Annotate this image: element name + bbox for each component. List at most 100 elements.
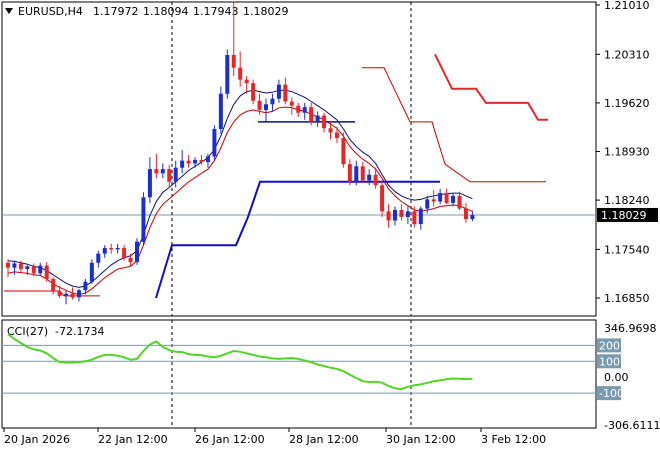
open-value: 1.17972: [93, 5, 139, 18]
candle-body: [199, 159, 204, 163]
candle-body: [264, 104, 268, 110]
candle-body: [180, 160, 185, 168]
main-pane-frame: [1, 1, 597, 317]
cci-label: CCI(27): [7, 325, 48, 338]
candle-body: [141, 197, 146, 242]
candle-body: [89, 262, 94, 282]
price-tick-label: 1.19620: [604, 97, 650, 110]
candle-body: [463, 208, 468, 220]
time-tick-label: 26 Jan 12:00: [195, 433, 265, 446]
candle-body: [109, 247, 114, 250]
candle-body: [302, 107, 307, 113]
candle-body: [38, 265, 43, 274]
cci-level-label: 200: [599, 339, 620, 352]
dropdown-triangle-icon[interactable]: [5, 8, 13, 14]
candle-body: [418, 208, 423, 225]
upper-channel-line: [434, 53, 548, 121]
cci-level-label: 0.00: [604, 371, 629, 384]
cci-axis-max: 346.9698: [604, 322, 657, 335]
candle-body: [173, 167, 178, 182]
candle-body: [128, 257, 133, 263]
candle-body: [154, 169, 159, 174]
candle-body: [135, 241, 139, 263]
candle-body: [44, 265, 49, 279]
candle-body: [412, 211, 417, 225]
candle-body: [393, 209, 397, 221]
red-moving-average: [7, 106, 473, 296]
candle-body: [328, 128, 333, 133]
price-tick-label: 1.16850: [604, 292, 650, 305]
candle-body: [238, 67, 243, 80]
candle-body: [289, 101, 294, 106]
cci-level-badge: [597, 338, 621, 353]
candle-body: [205, 156, 210, 163]
candle-body: [431, 199, 436, 202]
cci-line: [7, 333, 473, 391]
cci-level-label: 100: [599, 355, 620, 368]
candle-body: [70, 293, 75, 298]
price-tick-label: 1.18930: [604, 146, 650, 159]
candle-body: [444, 193, 449, 203]
candle-body: [315, 115, 320, 122]
candle-body: [257, 100, 262, 110]
candle-body: [457, 195, 462, 209]
price-tick-label: 1.21010: [604, 0, 650, 12]
cci-pane-frame: [1, 319, 597, 429]
candle-body: [470, 214, 475, 220]
price-tick-label: 1.17540: [604, 243, 650, 256]
candle-body: [276, 84, 281, 99]
candle-body: [360, 166, 365, 181]
candle-body: [405, 211, 410, 218]
candle-body: [96, 253, 101, 263]
candle-body: [270, 98, 275, 105]
price-tick-label: 1.18240: [604, 194, 650, 207]
candle-body: [186, 160, 191, 164]
candle-body: [283, 84, 288, 102]
price-tick-label: 1.20310: [604, 48, 650, 61]
candle-body: [102, 247, 107, 254]
candle-body: [354, 166, 359, 182]
cci-level-badge: [597, 354, 621, 369]
cci-level-badge: [597, 386, 621, 401]
candle-body: [31, 266, 36, 274]
candle-body: [367, 174, 372, 181]
candle-body: [438, 193, 443, 202]
high-value: 1.18094: [143, 5, 189, 18]
candle-body: [83, 281, 88, 291]
candle-body: [322, 115, 327, 129]
current-price-badge: [597, 207, 658, 222]
candle-body: [386, 211, 391, 221]
upper-band-red: [362, 67, 546, 183]
low-value: 1.17943: [193, 5, 239, 18]
candle-body: [18, 263, 23, 270]
cci-level-label: -100: [599, 387, 624, 400]
time-tick-label: 30 Jan 12:00: [386, 433, 456, 446]
candle-body: [167, 169, 172, 182]
time-tick-label: 3 Feb 12:00: [481, 433, 546, 446]
candle-body: [12, 263, 17, 268]
candle-body: [122, 247, 127, 258]
time-tick-label: 28 Jan 12:00: [289, 433, 359, 446]
candle-body: [425, 199, 430, 209]
candle-body: [51, 278, 56, 292]
lower-channel-line: [155, 180, 440, 299]
candle-body: [218, 93, 223, 129]
candle-body: [251, 83, 256, 101]
time-tick-label: 22 Jan 12:00: [98, 433, 168, 446]
candle-body: [334, 132, 339, 139]
candle-body: [451, 195, 456, 203]
candle-body: [399, 209, 404, 218]
candle-body: [76, 290, 81, 298]
close-value: 1.18029: [243, 5, 289, 18]
candle-body: [373, 174, 378, 186]
candle-body: [25, 266, 30, 270]
candle-body: [147, 169, 152, 198]
candle-body: [309, 107, 314, 122]
candle-body: [231, 55, 236, 68]
candle-body: [380, 185, 385, 212]
candle-body: [341, 138, 346, 165]
candle-body: [57, 291, 62, 296]
candle-body: [225, 55, 230, 94]
